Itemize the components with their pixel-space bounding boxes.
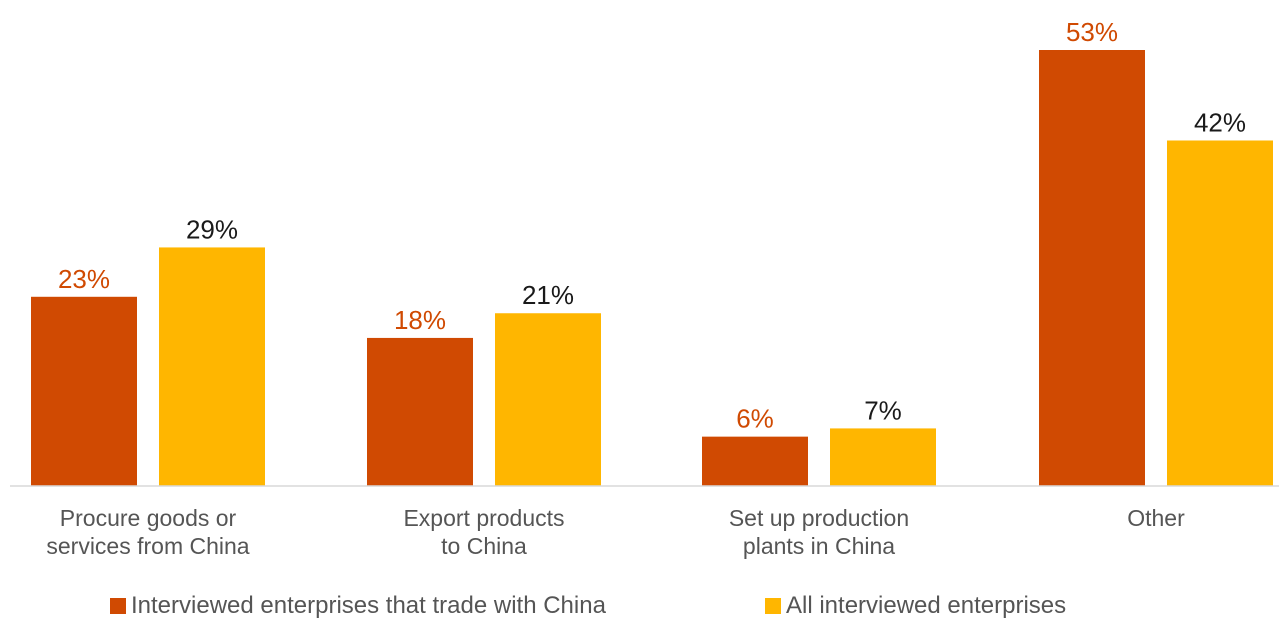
bar-other-series-2 bbox=[1167, 140, 1273, 486]
data-label-export-products-to-china-series-2: 21% bbox=[522, 280, 574, 310]
bars-layer: 23% 29% 18% 21% 6% 7% 53% 42% bbox=[31, 17, 1273, 486]
legend-label-all-enterprises: All interviewed enterprises bbox=[786, 592, 1067, 619]
legend-swatch-trade-with-china bbox=[110, 598, 126, 614]
category-labels: Procure goods or services from China Expor… bbox=[46, 505, 1185, 559]
category-label-line: plants in China bbox=[743, 533, 895, 559]
bar-set-up-production-plants-in-china-series-2 bbox=[830, 428, 936, 486]
category-label-procure-goods-or-services-from-china: Procure goods or services from China bbox=[46, 505, 249, 559]
data-label-set-up-production-plants-in-china-series-2: 7% bbox=[864, 395, 902, 425]
category-label-line: Export products bbox=[403, 505, 564, 531]
legend-swatch-all-enterprises bbox=[765, 598, 781, 614]
category-label-line: services from China bbox=[46, 533, 249, 559]
bar-export-products-to-china-series-2 bbox=[495, 313, 601, 486]
legend-label-trade-with-china: Interviewed enterprises that trade with … bbox=[131, 592, 606, 619]
data-label-set-up-production-plants-in-china-series-1: 6% bbox=[736, 404, 774, 434]
category-label-set-up-production-plants-in-china: Set up production plants in China bbox=[729, 505, 909, 559]
bar-procure-goods-or-services-from-china-series-2 bbox=[159, 247, 265, 486]
category-label-line: Other bbox=[1127, 505, 1185, 531]
category-label-other: Other bbox=[1127, 505, 1185, 531]
bar-chart: 23% 29% 18% 21% 6% 7% 53% 42% Procure goods or s… bbox=[10, 17, 1279, 559]
legend-item-all-enterprises: All interviewed enterprises bbox=[765, 592, 1066, 620]
data-label-export-products-to-china-series-1: 18% bbox=[394, 305, 446, 335]
legend-item-trade-with-china: Interviewed enterprises that trade with … bbox=[110, 592, 606, 620]
category-label-line: Procure goods or bbox=[60, 505, 237, 531]
legend: Interviewed enterprises that trade with … bbox=[0, 592, 1279, 622]
bar-export-products-to-china-series-1 bbox=[367, 337, 473, 486]
data-label-procure-goods-or-services-from-china-series-1: 23% bbox=[58, 264, 110, 294]
bar-procure-goods-or-services-from-china-series-1 bbox=[31, 296, 137, 486]
data-label-procure-goods-or-services-from-china-series-2: 29% bbox=[186, 214, 238, 244]
category-label-export-products-to-china: Export products to China bbox=[403, 505, 564, 559]
bar-other-series-1 bbox=[1039, 50, 1145, 486]
bar-set-up-production-plants-in-china-series-1 bbox=[702, 436, 808, 486]
category-label-line: Set up production bbox=[729, 505, 909, 531]
data-label-other-series-1: 53% bbox=[1066, 17, 1118, 47]
data-label-other-series-2: 42% bbox=[1194, 107, 1246, 137]
category-label-line: to China bbox=[441, 533, 527, 559]
